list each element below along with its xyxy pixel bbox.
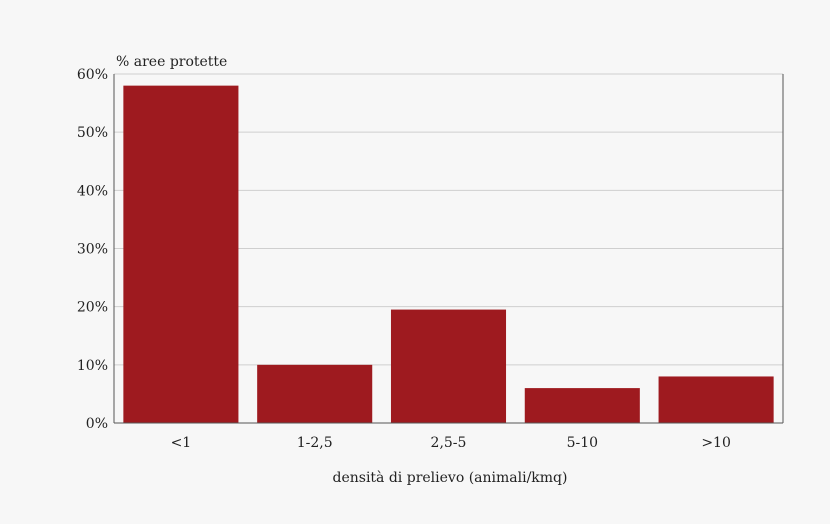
y-tick-labels: 0% 10% 20% 30% 40% 50% 60% bbox=[77, 67, 108, 432]
x-tick-label: <1 bbox=[171, 435, 192, 451]
bar bbox=[658, 376, 774, 423]
y-tick-label: 0% bbox=[86, 416, 108, 432]
x-tick-label: 5-10 bbox=[567, 435, 598, 451]
y-tick-label: 60% bbox=[77, 67, 108, 83]
y-axis-label: % aree protette bbox=[116, 54, 227, 70]
x-tick-label: 2,5-5 bbox=[431, 435, 467, 451]
bar bbox=[390, 309, 507, 423]
bar bbox=[123, 85, 239, 423]
x-tick-label: >10 bbox=[701, 435, 731, 451]
y-tick-label: 10% bbox=[77, 358, 108, 374]
y-tick-label: 30% bbox=[77, 242, 108, 258]
bar bbox=[257, 364, 373, 423]
y-tick-label: 50% bbox=[77, 125, 108, 141]
x-tick-label: 1-2,5 bbox=[297, 435, 333, 451]
y-tick-label: 40% bbox=[77, 183, 108, 199]
x-axis-label: densità di prelievo (animali/kmq) bbox=[333, 469, 568, 486]
y-tick-label: 20% bbox=[77, 300, 108, 316]
x-tick-labels: <1 1-2,5 2,5-5 5-10 >10 bbox=[171, 435, 731, 451]
axes bbox=[113, 74, 784, 424]
bars bbox=[123, 85, 774, 423]
bar bbox=[524, 388, 640, 423]
